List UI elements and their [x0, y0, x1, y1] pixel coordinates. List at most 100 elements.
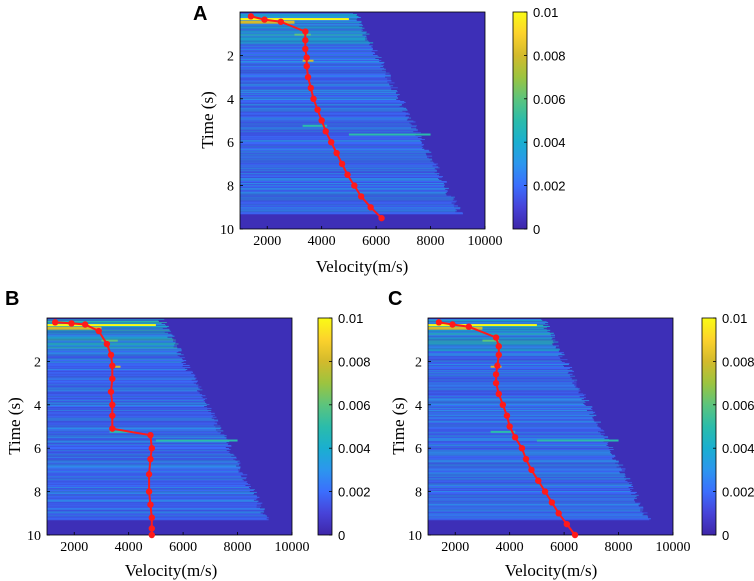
semblance-peak [240, 18, 349, 21]
semblance-row [240, 73, 386, 75]
semblance-row [428, 513, 644, 515]
semblance-row [428, 473, 625, 475]
colorbar-b: 0 0.002 0.004 0.006 0.008 0.01 [317, 311, 371, 543]
velocity-pick-point [107, 351, 115, 359]
semblance-row [240, 196, 455, 198]
x-tick-label: 2000 [60, 540, 88, 555]
semblance-row [47, 386, 202, 388]
velocity-pick-point [344, 171, 351, 178]
semblance-row [240, 180, 442, 182]
semblance-row [240, 96, 398, 98]
semblance-row [428, 507, 644, 509]
x-axis-title-b: Velocity(m/s) [125, 561, 218, 580]
semblance-row [428, 415, 594, 417]
semblance-row [240, 105, 400, 107]
semblance-row [47, 335, 175, 337]
velocity-pick-point [318, 117, 325, 124]
semblance-row [428, 350, 559, 352]
semblance-row [47, 427, 222, 429]
velocity-pick-point [495, 351, 502, 359]
semblance-row [428, 464, 624, 466]
semblance-row [47, 407, 212, 409]
semblance-row [428, 390, 581, 392]
x-tick-label: 6000 [169, 540, 197, 555]
semblance-row [47, 485, 246, 487]
semblance-row [428, 385, 577, 387]
semblance-row [47, 503, 261, 505]
semblance-row [47, 359, 183, 361]
semblance-row [428, 447, 609, 449]
semblance-row [428, 420, 595, 422]
semblance-row [428, 510, 641, 512]
semblance-row [240, 189, 448, 191]
semblance-row [47, 516, 268, 518]
semblance-row [428, 383, 577, 385]
semblance-row [47, 406, 208, 408]
semblance-row [47, 470, 240, 472]
semblance-row [240, 80, 392, 82]
velocity-pick-point [492, 379, 500, 387]
semblance-row [428, 454, 616, 456]
semblance-row [428, 349, 560, 351]
semblance-row [428, 395, 585, 397]
semblance-row [240, 161, 433, 163]
semblance-row [47, 400, 204, 402]
semblance-row [240, 22, 360, 24]
semblance-row [240, 82, 395, 84]
semblance-row [47, 350, 182, 352]
semblance-row [428, 519, 650, 521]
semblance-row [47, 336, 168, 338]
semblance-row [240, 84, 390, 86]
semblance-row [428, 445, 607, 447]
y-tick-label: 6 [34, 442, 41, 457]
semblance-row [428, 467, 621, 469]
semblance-row [240, 15, 357, 17]
velocity-pick-point [535, 477, 542, 484]
semblance-row [240, 158, 433, 160]
semblance-row [47, 402, 206, 404]
semblance-row [428, 416, 593, 418]
semblance-row [47, 514, 266, 516]
semblance-row [47, 344, 175, 346]
semblance-row [47, 445, 232, 447]
semblance-row [428, 443, 608, 445]
velocity-pick-point [541, 488, 549, 495]
semblance-row [428, 387, 578, 389]
semblance-row [428, 459, 616, 461]
velocity-pick-point [307, 84, 314, 92]
semblance-row [428, 319, 542, 321]
semblance-row [47, 332, 169, 334]
semblance-row [240, 88, 392, 90]
velocity-pick-point [492, 334, 500, 341]
semblance-row [240, 70, 386, 72]
velocity-pick-line [250, 15, 383, 219]
y-tick-label: 2 [34, 355, 41, 370]
y-tick-label: 4 [34, 399, 41, 414]
semblance-row [428, 469, 622, 471]
semblance-row [428, 439, 610, 441]
semblance-row [240, 202, 452, 204]
semblance-row [47, 327, 163, 329]
semblance-row [428, 341, 559, 343]
semblance-row [428, 422, 597, 424]
semblance-row [428, 344, 553, 346]
semblance-row [240, 75, 391, 77]
velocity-pick-point [261, 16, 268, 23]
semblance-field [47, 319, 269, 521]
semblance-row [428, 355, 559, 357]
semblance-row [240, 115, 406, 117]
semblance-row [47, 393, 200, 395]
semblance-row [47, 374, 196, 376]
semblance-row [428, 327, 544, 329]
semblance-row [240, 148, 425, 150]
velocity-pick-point [518, 445, 526, 452]
semblance-row [240, 156, 428, 158]
velocity-pick-point [548, 499, 556, 506]
semblance-row [240, 16, 359, 17]
semblance-row [47, 442, 227, 444]
semblance-row [47, 443, 229, 445]
semblance-row [240, 57, 382, 59]
semblance-row [47, 396, 202, 398]
semblance-row [47, 513, 263, 515]
semblance-row [240, 36, 367, 38]
